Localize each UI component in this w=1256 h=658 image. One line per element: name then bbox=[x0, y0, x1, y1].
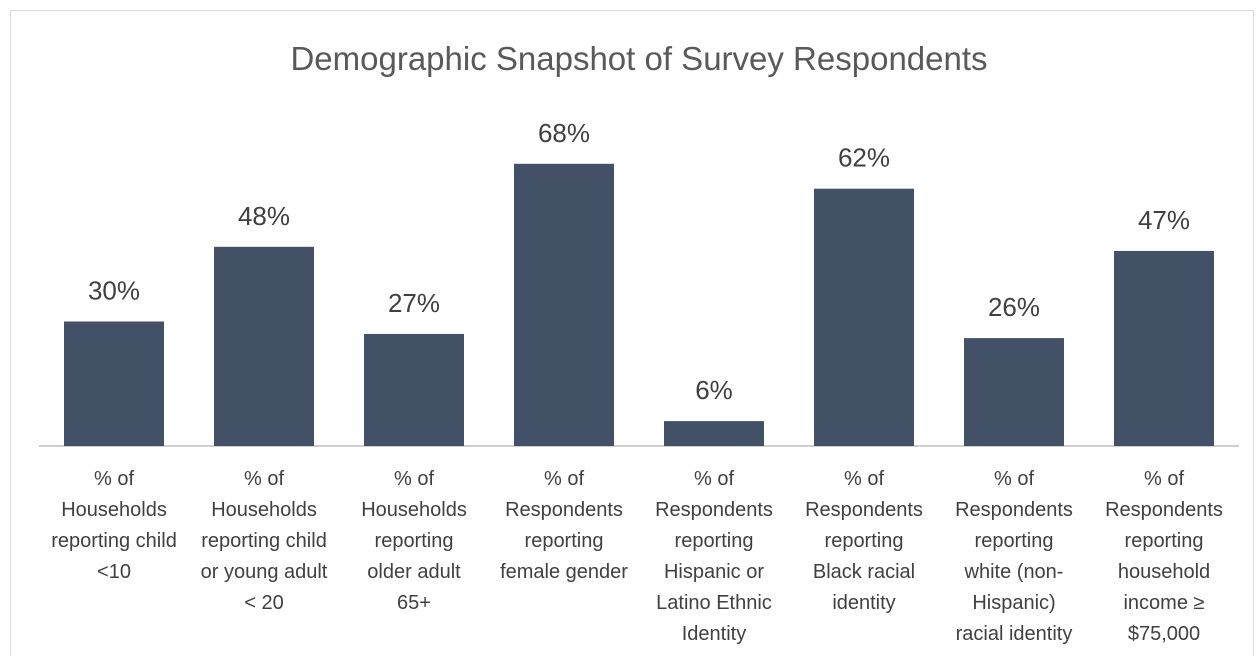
category-label-line: $75,000 bbox=[1128, 623, 1200, 645]
bar bbox=[964, 338, 1064, 446]
category-label: % of Households reporting child <10 bbox=[51, 468, 177, 583]
data-label: 6% bbox=[695, 375, 733, 405]
category-label: % of Respondents reporting Black racial iden… bbox=[805, 468, 923, 614]
category-label-line: Latino Ethnic bbox=[656, 592, 772, 614]
data-label: 30% bbox=[88, 276, 140, 306]
category-label-line: Identity bbox=[682, 623, 746, 645]
category-label-line: Respondents bbox=[955, 499, 1073, 521]
category-label-line: racial identity bbox=[956, 623, 1073, 645]
category-label: % of Households reporting child or young ad… bbox=[201, 468, 328, 614]
category-label-line: identity bbox=[832, 592, 895, 614]
category-label-line: % of bbox=[544, 468, 584, 490]
category-label-line: % of bbox=[1144, 468, 1184, 490]
category-label-line: household bbox=[1118, 561, 1210, 583]
category-label-line: reporting child bbox=[201, 530, 327, 552]
bar bbox=[814, 188, 914, 446]
category-label-line: % of bbox=[394, 468, 434, 490]
category-label-line: Households bbox=[61, 499, 167, 521]
bar bbox=[514, 163, 614, 447]
category-label-line: % of bbox=[994, 468, 1034, 490]
category-label-line: older adult bbox=[367, 561, 461, 583]
category-label: % of Respondents reporting white (non- Hispa… bbox=[955, 468, 1073, 645]
category-label-line: < 20 bbox=[244, 592, 283, 614]
category-label-line: reporting bbox=[825, 530, 904, 552]
category-label-line: Respondents bbox=[805, 499, 923, 521]
category-label-line: <10 bbox=[97, 561, 131, 583]
category-label-line: Households bbox=[211, 499, 317, 521]
category-label-line: 65+ bbox=[397, 592, 431, 614]
category-label-line: % of bbox=[694, 468, 734, 490]
data-label: 26% bbox=[988, 292, 1040, 322]
category-label-line: Respondents bbox=[505, 499, 623, 521]
data-label: 47% bbox=[1138, 205, 1190, 235]
chart-title: Demographic Snapshot of Survey Responden… bbox=[290, 40, 988, 77]
category-label-line: income ≥ bbox=[1123, 592, 1204, 614]
data-label: 68% bbox=[538, 118, 590, 148]
bar bbox=[364, 333, 464, 446]
category-label-line: % of bbox=[844, 468, 884, 490]
category-label: % of Households reporting older adult 65+ bbox=[361, 468, 467, 614]
category-label: % of Respondents reporting Hispanic or Latin… bbox=[655, 468, 773, 645]
data-label: 48% bbox=[238, 201, 290, 231]
category-label-line: % of bbox=[94, 468, 134, 490]
category-label-line: white (non- bbox=[964, 561, 1064, 583]
category-label-line: reporting bbox=[525, 530, 604, 552]
category-label-line: reporting child bbox=[51, 530, 177, 552]
category-label-line: Hispanic) bbox=[972, 592, 1055, 614]
category-label-line: Respondents bbox=[655, 499, 773, 521]
category-label-line: female gender bbox=[500, 561, 628, 583]
bar bbox=[1114, 250, 1214, 446]
bar bbox=[664, 421, 764, 446]
category-label: % of Respondents reporting female gender bbox=[500, 468, 628, 583]
category-label-line: Hispanic or bbox=[664, 561, 764, 583]
data-label: 27% bbox=[388, 288, 440, 318]
category-label-line: Black racial bbox=[813, 561, 915, 583]
category-label-line: or young adult bbox=[201, 561, 328, 583]
category-label-line: reporting bbox=[1125, 530, 1204, 552]
bar bbox=[214, 246, 314, 446]
category-label-line: Households bbox=[361, 499, 467, 521]
category-label-line: Respondents bbox=[1105, 499, 1223, 521]
category-label-line: reporting bbox=[375, 530, 454, 552]
category-label-line: reporting bbox=[675, 530, 754, 552]
category-label: % of Respondents reporting household income … bbox=[1105, 468, 1223, 645]
category-label-line: reporting bbox=[975, 530, 1054, 552]
data-label: 62% bbox=[838, 143, 890, 173]
bar bbox=[64, 321, 164, 446]
category-label-line: % of bbox=[244, 468, 284, 490]
